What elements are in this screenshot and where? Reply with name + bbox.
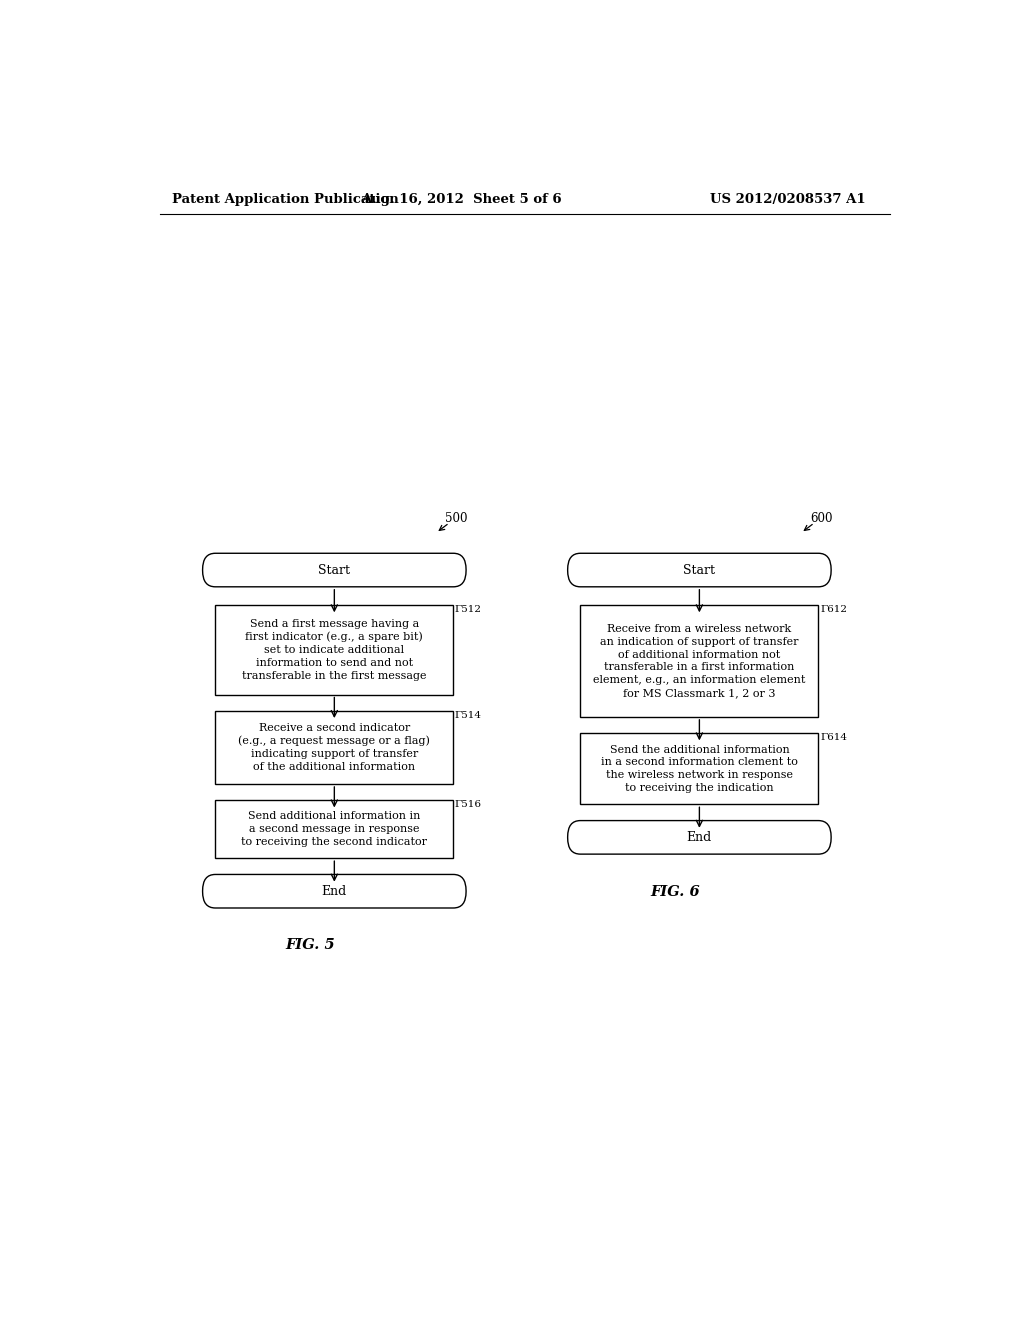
Text: Send a first message having a
first indicator (e.g., a spare bit)
set to indicat: Send a first message having a first indi… [242,619,427,681]
FancyBboxPatch shape [203,553,466,587]
Text: Γ612: Γ612 [820,605,847,614]
Bar [215,605,454,694]
Bar [581,733,818,804]
Text: Γ516: Γ516 [455,800,482,809]
Text: Start: Start [318,564,350,577]
Text: 500: 500 [445,512,468,525]
Bar [581,605,818,717]
FancyBboxPatch shape [567,553,831,587]
Text: Receive from a wireless network
an indication of support of transfer
of addition: Receive from a wireless network an indic… [593,624,806,698]
Text: 600: 600 [811,512,833,525]
Bar [215,800,454,858]
Text: US 2012/0208537 A1: US 2012/0208537 A1 [711,193,866,206]
Text: Start: Start [683,564,716,577]
Text: Aug. 16, 2012  Sheet 5 of 6: Aug. 16, 2012 Sheet 5 of 6 [361,193,561,206]
Text: End: End [687,830,712,843]
Text: FIG. 6: FIG. 6 [651,884,700,899]
Text: Patent Application Publication: Patent Application Publication [172,193,398,206]
Text: Receive a second indicator
(e.g., a request message or a flag)
indicating suppor: Receive a second indicator (e.g., a requ… [239,723,430,772]
FancyBboxPatch shape [567,821,831,854]
Text: Send the additional information
in a second information clement to
the wireless : Send the additional information in a sec… [601,744,798,793]
Text: FIG. 5: FIG. 5 [286,939,335,953]
Text: Γ512: Γ512 [455,605,482,614]
Text: Γ614: Γ614 [820,733,847,742]
Text: End: End [322,884,347,898]
FancyBboxPatch shape [203,874,466,908]
Text: Send additional information in
a second message in response
to receiving the sec: Send additional information in a second … [242,812,427,847]
Bar [215,710,454,784]
Text: Γ514: Γ514 [455,710,482,719]
